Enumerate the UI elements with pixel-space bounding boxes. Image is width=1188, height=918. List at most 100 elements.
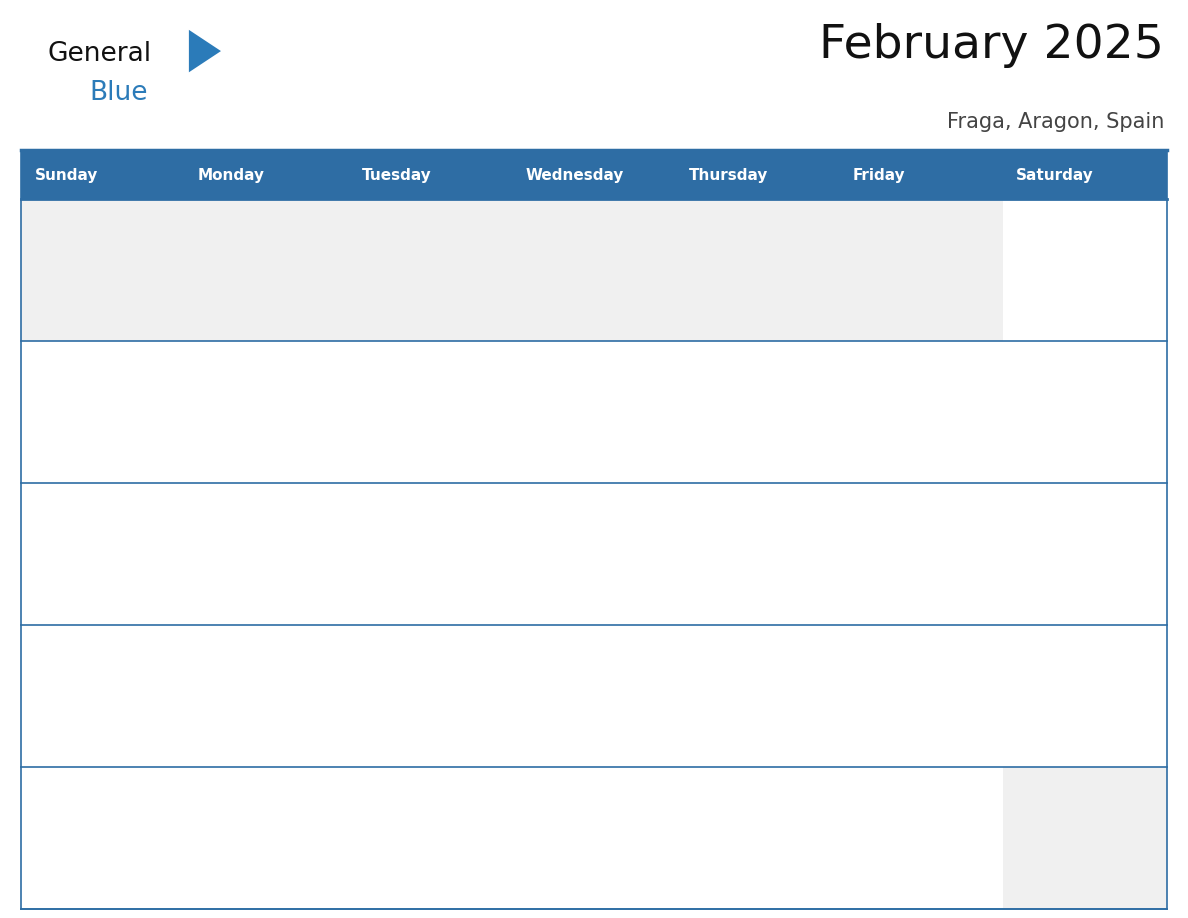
Text: Sunrise: 7:44 AM: Sunrise: 7:44 AM [1013,659,1105,669]
Text: Friday: Friday [853,168,905,183]
Text: Sunrise: 7:57 AM: Sunrise: 7:57 AM [522,517,614,527]
Text: Sunset: 6:42 PM: Sunset: 6:42 PM [195,823,283,834]
Text: Sunset: 6:44 PM: Sunset: 6:44 PM [522,823,611,834]
Text: 12: 12 [522,491,543,507]
Text: Sunrise: 7:42 AM: Sunrise: 7:42 AM [31,801,124,811]
Text: 16: 16 [31,633,52,648]
Text: Sunset: 6:28 PM: Sunset: 6:28 PM [685,540,775,550]
Text: Sunset: 6:32 PM: Sunset: 6:32 PM [31,682,120,692]
Text: Daylight: 10 hours: Daylight: 10 hours [1013,704,1113,714]
Text: Daylight: 10 hours: Daylight: 10 hours [849,420,950,431]
Text: Sunrise: 7:51 AM: Sunrise: 7:51 AM [195,659,287,669]
Text: Sunset: 6:17 PM: Sunset: 6:17 PM [359,397,447,408]
Text: 14: 14 [849,491,871,507]
Text: Daylight: 11 hours: Daylight: 11 hours [849,846,949,856]
Text: Daylight: 10 hours: Daylight: 10 hours [31,846,132,856]
Text: Sunset: 6:25 PM: Sunset: 6:25 PM [195,540,283,550]
Text: Daylight: 10 hours: Daylight: 10 hours [522,704,623,714]
Text: Sunrise: 7:41 AM: Sunrise: 7:41 AM [195,801,287,811]
Text: Sunrise: 8:07 AM: Sunrise: 8:07 AM [359,375,451,386]
Text: Daylight: 10 hours: Daylight: 10 hours [849,563,950,573]
Text: Daylight: 10 hours: Daylight: 10 hours [1013,420,1113,431]
Text: and 9 minutes.: and 9 minutes. [685,868,767,878]
Text: and 58 minutes.: and 58 minutes. [31,868,120,878]
Text: 6: 6 [685,350,696,364]
Text: Monday: Monday [198,168,265,183]
Text: Sunrise: 8:10 AM: Sunrise: 8:10 AM [1013,233,1106,243]
Text: and 12 minutes.: and 12 minutes. [849,868,937,878]
Text: Daylight: 10 hours: Daylight: 10 hours [195,704,296,714]
Text: and 53 minutes.: and 53 minutes. [849,726,937,735]
Text: Sunrise: 8:01 AM: Sunrise: 8:01 AM [31,517,124,527]
Text: Sunset: 6:46 PM: Sunset: 6:46 PM [685,823,775,834]
Text: Sunset: 6:30 PM: Sunset: 6:30 PM [849,540,937,550]
Text: 27: 27 [685,776,707,790]
Text: Daylight: 10 hours: Daylight: 10 hours [1013,279,1113,288]
Text: and 50 minutes.: and 50 minutes. [685,726,775,735]
Text: Sunrise: 8:02 AM: Sunrise: 8:02 AM [1013,375,1106,386]
Text: Sunset: 6:31 PM: Sunset: 6:31 PM [1013,540,1101,550]
Text: Sunrise: 7:56 AM: Sunrise: 7:56 AM [685,517,778,527]
Text: Sunset: 6:22 PM: Sunset: 6:22 PM [1013,397,1101,408]
Text: 23: 23 [31,776,52,790]
Text: 7: 7 [849,350,860,364]
Text: Sunset: 6:33 PM: Sunset: 6:33 PM [195,682,283,692]
Text: and 14 minutes.: and 14 minutes. [685,442,775,452]
Text: Blue: Blue [89,80,147,106]
Text: 1: 1 [1013,207,1023,223]
Text: and 37 minutes.: and 37 minutes. [1013,584,1101,594]
Text: Sunset: 6:36 PM: Sunset: 6:36 PM [522,682,611,692]
Text: 22: 22 [1013,633,1035,648]
Text: Sunset: 6:13 PM: Sunset: 6:13 PM [1013,256,1101,266]
Text: Saturday: Saturday [1016,168,1094,183]
Text: Sunrise: 7:53 AM: Sunrise: 7:53 AM [1013,517,1105,527]
Text: and 4 minutes.: and 4 minutes. [359,868,441,878]
Text: 20: 20 [685,633,707,648]
Text: Thursday: Thursday [689,168,769,183]
Text: and 1 minute.: and 1 minute. [195,868,271,878]
Text: and 17 minutes.: and 17 minutes. [849,442,937,452]
Text: 2: 2 [31,350,42,364]
Text: 24: 24 [195,776,216,790]
Text: Daylight: 10 hours: Daylight: 10 hours [1013,563,1113,573]
Text: and 6 minutes.: and 6 minutes. [522,868,604,878]
Text: Sunrise: 7:52 AM: Sunrise: 7:52 AM [31,659,124,669]
Text: and 7 minutes.: and 7 minutes. [195,442,277,452]
Text: Daylight: 10 hours: Daylight: 10 hours [195,563,296,573]
Text: General: General [48,41,152,67]
Text: and 42 minutes.: and 42 minutes. [195,726,284,735]
Text: Sunrise: 8:00 AM: Sunrise: 8:00 AM [195,517,287,527]
Text: Sunset: 6:15 PM: Sunset: 6:15 PM [31,397,120,408]
Text: Daylight: 10 hours: Daylight: 10 hours [359,704,459,714]
Text: 21: 21 [849,633,871,648]
Text: Sunrise: 7:36 AM: Sunrise: 7:36 AM [685,801,778,811]
Text: Sunrise: 8:06 AM: Sunrise: 8:06 AM [522,375,614,386]
Text: Sunset: 6:38 PM: Sunset: 6:38 PM [849,682,937,692]
Text: Daylight: 11 hours: Daylight: 11 hours [195,846,296,856]
Text: and 32 minutes.: and 32 minutes. [685,584,775,594]
Text: Sunrise: 7:35 AM: Sunrise: 7:35 AM [849,801,942,811]
Text: and 29 minutes.: and 29 minutes. [522,584,611,594]
Text: and 40 minutes.: and 40 minutes. [31,726,120,735]
Text: 17: 17 [195,633,216,648]
Text: Sunrise: 8:04 AM: Sunrise: 8:04 AM [849,375,942,386]
Text: 3: 3 [195,350,206,364]
Text: and 22 minutes.: and 22 minutes. [31,584,120,594]
Text: 19: 19 [522,633,543,648]
Text: 8: 8 [1013,350,1023,364]
Text: and 10 minutes.: and 10 minutes. [359,442,447,452]
Text: 11: 11 [359,491,379,507]
Text: Daylight: 10 hours: Daylight: 10 hours [195,420,296,431]
Text: Daylight: 11 hours: Daylight: 11 hours [685,846,786,856]
Text: Daylight: 11 hours: Daylight: 11 hours [522,846,623,856]
Polygon shape [189,29,221,73]
Text: Sunrise: 7:39 AM: Sunrise: 7:39 AM [359,801,451,811]
Text: Tuesday: Tuesday [361,168,431,183]
Text: Sunset: 6:21 PM: Sunset: 6:21 PM [849,397,937,408]
Text: Daylight: 10 hours: Daylight: 10 hours [359,563,459,573]
Text: Daylight: 10 hours: Daylight: 10 hours [31,420,132,431]
Text: Sunrise: 7:55 AM: Sunrise: 7:55 AM [849,517,942,527]
Text: and 45 minutes.: and 45 minutes. [359,726,447,735]
Text: Sunset: 6:37 PM: Sunset: 6:37 PM [685,682,775,692]
Text: Daylight: 10 hours: Daylight: 10 hours [849,704,950,714]
